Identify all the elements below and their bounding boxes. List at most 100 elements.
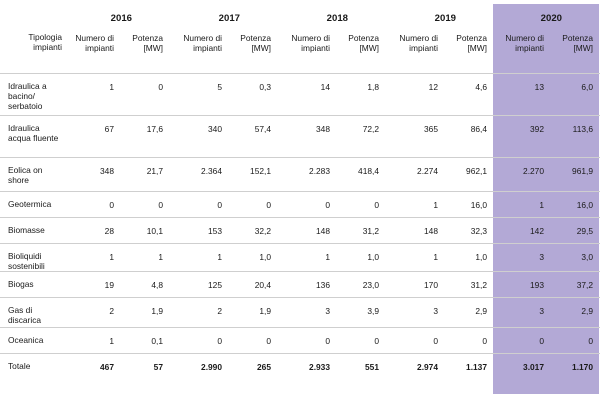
count-cell-2018: 348 bbox=[278, 115, 337, 158]
count-cell-2020: 3.017 bbox=[494, 353, 551, 380]
count-cell-2018: 148 bbox=[278, 217, 337, 244]
year-header-row: 2016 2017 2018 2019 2020 bbox=[0, 4, 600, 32]
count-header: Numero di impianti bbox=[75, 33, 114, 53]
power-cell-2017: 57,4 bbox=[229, 115, 278, 158]
power-cell-2018: 3,9 bbox=[337, 297, 386, 328]
year-header-2020: 2020 bbox=[540, 12, 562, 24]
table-row: Eolica on shore 348 21,7 2.364 152,1 2.283 418… bbox=[0, 157, 600, 192]
count-cell-2017: 0 bbox=[170, 191, 229, 218]
power-cell-2016: 0,1 bbox=[121, 327, 170, 354]
power-cell-2017: 20,4 bbox=[229, 271, 278, 298]
power-header: Potenza [MW] bbox=[240, 33, 271, 53]
power-cell-2020: 29,5 bbox=[551, 217, 600, 244]
row-label: Biomasse bbox=[0, 217, 62, 244]
row-label: Biogas bbox=[0, 271, 62, 298]
count-cell-2016: 0 bbox=[62, 191, 121, 218]
row-label: Geotermica bbox=[0, 191, 62, 218]
year-header-2017: 2017 bbox=[218, 12, 240, 24]
power-cell-2020: 0 bbox=[551, 327, 600, 354]
power-cell-2017: 265 bbox=[229, 353, 278, 380]
count-cell-2019: 170 bbox=[386, 271, 445, 298]
count-cell-2018: 0 bbox=[278, 191, 337, 218]
count-cell-2019: 148 bbox=[386, 217, 445, 244]
table-row: Idraulica a bacino/ serbatoio 1 0 5 0,3 14 1,8… bbox=[0, 73, 600, 116]
power-cell-2018: 0 bbox=[337, 191, 386, 218]
table-row: Biogas 19 4,8 125 20,4 136 23,0 170 31,2 193 37,2 bbox=[0, 271, 600, 298]
count-cell-2020: 0 bbox=[494, 327, 551, 354]
count-cell-2016: 19 bbox=[62, 271, 121, 298]
count-cell-2017: 340 bbox=[170, 115, 229, 158]
power-cell-2016: 0 bbox=[121, 73, 170, 116]
power-cell-2018: 0 bbox=[337, 327, 386, 354]
count-cell-2018: 136 bbox=[278, 271, 337, 298]
category-header: Tipologia impianti bbox=[28, 32, 62, 52]
power-cell-2019: 4,6 bbox=[445, 73, 494, 116]
power-cell-2017: 0,3 bbox=[229, 73, 278, 116]
row-label: Gas di discarica bbox=[0, 297, 62, 328]
count-cell-2017: 1 bbox=[170, 243, 229, 272]
row-label: Oceanica bbox=[0, 327, 62, 354]
power-cell-2016: 17,6 bbox=[121, 115, 170, 158]
table-body: Idraulica a bacino/ serbatoio 1 0 5 0,3 14 1,8… bbox=[0, 73, 600, 380]
count-cell-2020: 3 bbox=[494, 243, 551, 272]
count-cell-2017: 0 bbox=[170, 327, 229, 354]
row-label: Idraulica a bacino/ serbatoio bbox=[0, 73, 62, 116]
count-cell-2020: 1 bbox=[494, 191, 551, 218]
count-cell-2018: 0 bbox=[278, 327, 337, 354]
power-cell-2017: 152,1 bbox=[229, 157, 278, 192]
power-cell-2018: 23,0 bbox=[337, 271, 386, 298]
power-cell-2016: 1,9 bbox=[121, 297, 170, 328]
power-header: Potenza [MW] bbox=[562, 33, 593, 53]
table-row: Biomasse 28 10,1 153 32,2 148 31,2 148 32,3 142 29… bbox=[0, 217, 600, 244]
count-cell-2016: 467 bbox=[62, 353, 121, 380]
power-cell-2018: 31,2 bbox=[337, 217, 386, 244]
table-row: Oceanica 1 0,1 0 0 0 0 0 0 0 0 bbox=[0, 327, 600, 354]
count-cell-2019: 2.974 bbox=[386, 353, 445, 380]
power-cell-2019: 1.137 bbox=[445, 353, 494, 380]
power-cell-2019: 32,3 bbox=[445, 217, 494, 244]
power-cell-2017: 32,2 bbox=[229, 217, 278, 244]
count-cell-2018: 3 bbox=[278, 297, 337, 328]
count-cell-2020: 2.270 bbox=[494, 157, 551, 192]
power-cell-2020: 1.170 bbox=[551, 353, 600, 380]
count-cell-2019: 12 bbox=[386, 73, 445, 116]
count-cell-2016: 67 bbox=[62, 115, 121, 158]
row-label: Eolica on shore bbox=[0, 157, 62, 192]
count-cell-2016: 1 bbox=[62, 243, 121, 272]
count-cell-2016: 2 bbox=[62, 297, 121, 328]
power-cell-2016: 57 bbox=[121, 353, 170, 380]
count-cell-2017: 2.364 bbox=[170, 157, 229, 192]
year-header-2016: 2016 bbox=[110, 12, 132, 24]
count-cell-2016: 28 bbox=[62, 217, 121, 244]
count-cell-2019: 1 bbox=[386, 243, 445, 272]
count-cell-2018: 2.283 bbox=[278, 157, 337, 192]
count-header: Numero di impianti bbox=[505, 33, 544, 53]
year-header-2018: 2018 bbox=[326, 12, 348, 24]
power-cell-2019: 31,2 bbox=[445, 271, 494, 298]
column-header-row: Tipologia impianti Numero di impianti Po… bbox=[0, 32, 600, 74]
power-cell-2020: 37,2 bbox=[551, 271, 600, 298]
power-cell-2017: 0 bbox=[229, 327, 278, 354]
count-cell-2016: 1 bbox=[62, 73, 121, 116]
count-cell-2020: 13 bbox=[494, 73, 551, 116]
power-cell-2016: 21,7 bbox=[121, 157, 170, 192]
power-cell-2018: 72,2 bbox=[337, 115, 386, 158]
power-header: Potenza [MW] bbox=[132, 33, 163, 53]
power-cell-2016: 4,8 bbox=[121, 271, 170, 298]
count-cell-2016: 348 bbox=[62, 157, 121, 192]
power-cell-2020: 3,0 bbox=[551, 243, 600, 272]
count-cell-2017: 125 bbox=[170, 271, 229, 298]
count-cell-2017: 2.990 bbox=[170, 353, 229, 380]
count-header: Numero di impianti bbox=[399, 33, 438, 53]
count-cell-2019: 3 bbox=[386, 297, 445, 328]
count-cell-2020: 392 bbox=[494, 115, 551, 158]
year-header-2019: 2019 bbox=[434, 12, 456, 24]
power-header: Potenza [MW] bbox=[348, 33, 379, 53]
row-label: Totale bbox=[0, 353, 62, 380]
power-cell-2019: 1,0 bbox=[445, 243, 494, 272]
count-cell-2020: 3 bbox=[494, 297, 551, 328]
count-header: Numero di impianti bbox=[291, 33, 330, 53]
power-cell-2019: 2,9 bbox=[445, 297, 494, 328]
power-cell-2020: 2,9 bbox=[551, 297, 600, 328]
